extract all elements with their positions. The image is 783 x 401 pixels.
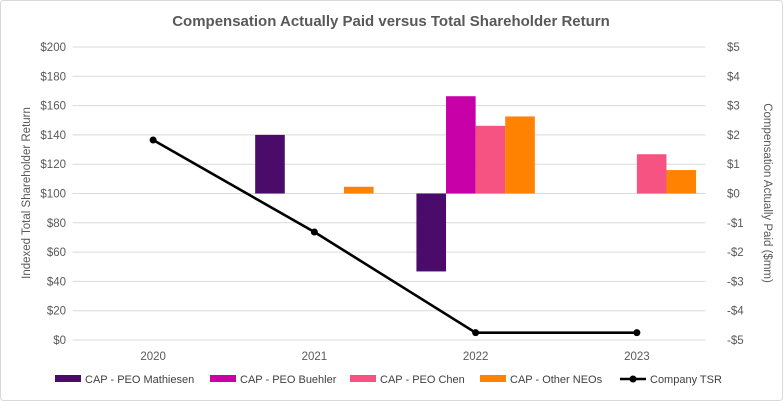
legend-swatch [350,375,376,382]
y-tick-label: $40 [47,276,66,288]
y2-tick-label: -$5 [727,335,744,347]
bar-cap-peo-chen-2022 [475,125,506,194]
bar-cap-peo-mathiesen-2021 [255,134,285,194]
y2-tick-label: -$3 [727,276,744,288]
x-tick-label: 2021 [302,351,328,363]
y2-tick-label: -$2 [727,247,744,259]
legend-label: CAP - PEO Chen [380,374,465,386]
y-tick-label: $100 [40,189,66,201]
chart-title: Compensation Actually Paid versus Total … [172,13,610,30]
gridlines [72,46,706,341]
y-tick-label: $120 [40,159,66,171]
legend-label: Company TSR [650,374,722,386]
legend-swatch [55,375,81,382]
y2-tick-label: $1 [727,159,740,171]
y-tick-label: $140 [40,130,66,142]
bar-cap-peo-chen-2023 [636,154,667,194]
legend-label: CAP - PEO Mathiesen [85,374,194,386]
x-tick-label: 2023 [624,351,650,363]
y-tick-label: $180 [40,71,66,83]
bar-cap-peo-mathiesen-2022 [416,193,447,272]
bars [255,96,697,272]
bar-cap-other-neos-2023 [666,170,697,194]
x-tick-label: 2020 [140,351,166,363]
tsr-point-2020 [149,136,157,144]
y-tick-label: $60 [47,247,66,259]
y-tick-label: $160 [40,101,66,113]
y2-tick-label: $0 [727,189,740,201]
legend: CAP - PEO Mathiesen CAP - PEO Buehler CAP … [55,374,722,386]
y-axis-label: Indexed Total Shareholder Return [21,107,33,279]
bar-cap-peo-buehler-2022 [446,96,476,194]
legend-marker [629,375,637,383]
tsr-point-2023 [633,329,641,337]
y-tick-label: $0 [53,335,66,347]
legend-swatch [210,375,236,382]
y2-axis-ticks: -$5 -$4 -$3 -$2 -$1 $0 $1 $2 $3 $4 $5 [727,42,744,347]
tsr-line-path [152,138,637,334]
y2-tick-label: $2 [727,130,740,142]
bar-cap-other-neos-2022 [505,116,535,194]
tsr-point-2022 [472,329,480,337]
y2-tick-label: $5 [727,42,740,54]
y2-tick-label: -$1 [727,218,744,230]
y-tick-label: $20 [47,306,66,318]
y2-tick-label: -$4 [727,306,744,318]
y2-tick-label: $3 [727,101,740,113]
legend-label: CAP - PEO Buehler [240,374,337,386]
y-tick-label: $200 [40,42,66,54]
y-tick-label: $80 [47,218,66,230]
x-tick-label: 2022 [463,351,489,363]
y-axis-ticks: $0 $20 $40 $60 $80 $100 $120 $140 $160 $180 $200 [40,42,66,347]
tsr-point-2021 [310,228,318,236]
legend-label: CAP - Other NEOs [510,374,603,386]
x-axis-ticks: 2020 2021 2022 2023 [140,351,649,363]
tsr-line [149,136,641,337]
legend-swatch [480,375,506,382]
bar-cap-other-neos-2021 [343,186,374,194]
y2-tick-label: $4 [727,71,740,83]
y2-axis-label: Compensation Actually Paid ($mm) [761,103,773,283]
